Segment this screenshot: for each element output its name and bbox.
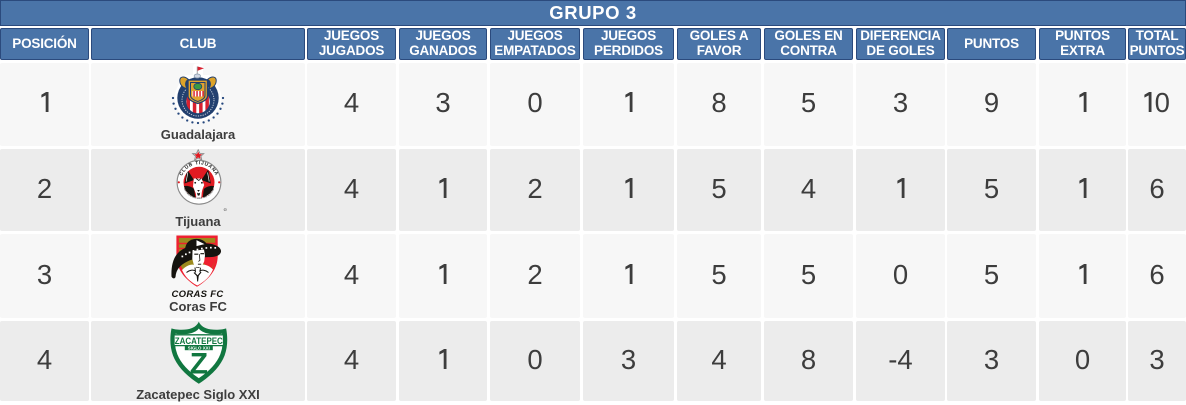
svg-text:R: R — [224, 210, 226, 211]
svg-text:ZACATEPEC: ZACATEPEC — [174, 336, 222, 346]
svg-text:CORAS FC: CORAS FC — [171, 289, 223, 297]
svg-text:SIGLO XXI: SIGLO XXI — [187, 345, 209, 350]
svg-text:Z: Z — [189, 347, 207, 380]
